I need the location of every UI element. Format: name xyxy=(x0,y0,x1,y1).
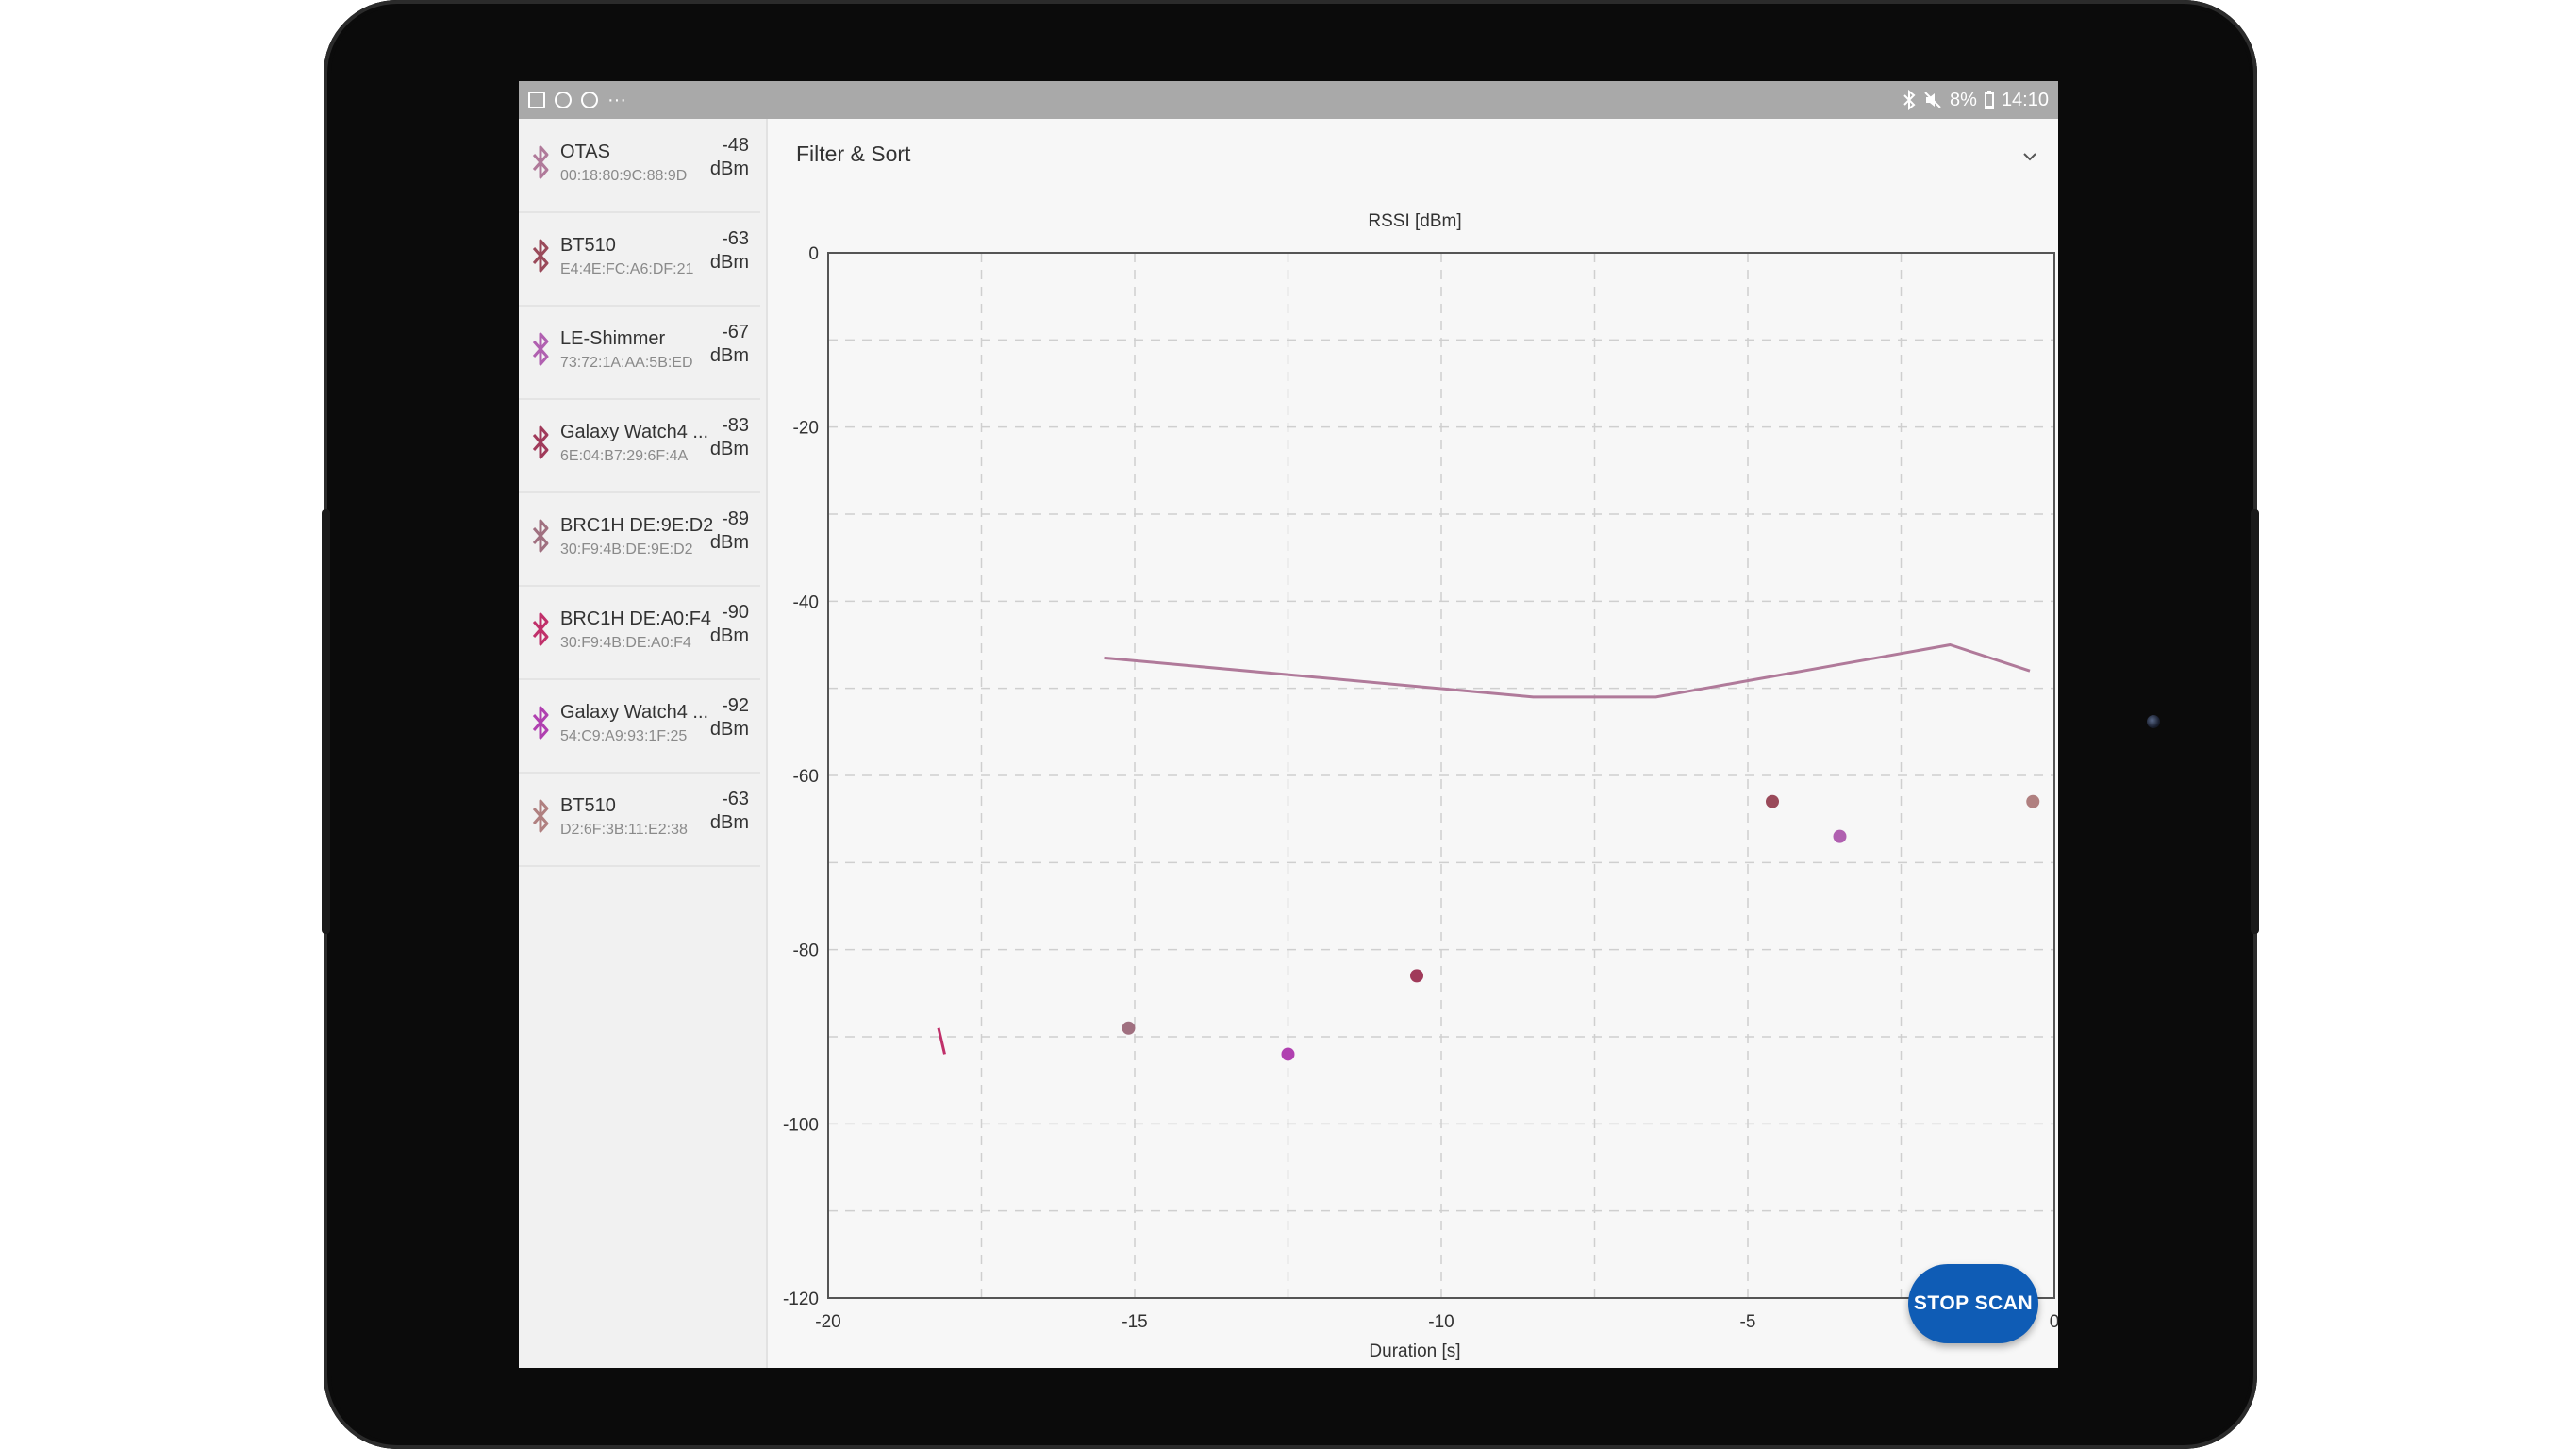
stop-scan-button[interactable]: STOP SCAN xyxy=(1908,1264,2038,1343)
y-tick-label: 0 xyxy=(808,244,819,264)
battery-icon xyxy=(1984,91,1994,109)
sync-icon xyxy=(555,92,572,108)
device-name: LE-Shimmer xyxy=(560,328,666,349)
app-screen: ··· 8% 14:10 OTAS 00:18:80:9C:88:9D -48 dBm… xyxy=(519,81,2058,1368)
rssi-value: -83 xyxy=(722,415,749,436)
rssi-unit: dBm xyxy=(709,625,749,646)
y-tick-label: -80 xyxy=(793,941,819,961)
device-list-item[interactable]: Galaxy Watch4 ... 6E:04:B7:29:6F:4A -83 dBm xyxy=(519,399,760,493)
more-notifications: ··· xyxy=(607,90,626,110)
device-list-item[interactable]: LE-Shimmer 73:72:1A:AA:5B:ED -67 dBm xyxy=(519,306,760,400)
camera-icon xyxy=(2147,715,2160,728)
device-mac: 30:F9:4B:DE:9E:D2 xyxy=(560,541,693,558)
device-list-item[interactable]: OTAS 00:18:80:9C:88:9D -48 dBm xyxy=(519,119,760,213)
bluetooth-device-icon xyxy=(532,332,549,366)
sync-icon-2 xyxy=(581,92,598,108)
bluetooth-device-icon xyxy=(532,239,549,273)
data-point xyxy=(1410,969,1423,983)
device-list-item[interactable]: BRC1H DE:9E:D2 30:F9:4B:DE:9E:D2 -89 dBm xyxy=(519,492,760,587)
device-rssi: -90 dBm xyxy=(710,601,749,648)
device-name: Galaxy Watch4 ... xyxy=(560,422,709,442)
x-tick-label: 0 xyxy=(2050,1312,2058,1332)
chart-title: RSSI [dBm] xyxy=(1368,211,1461,231)
device-list[interactable]: OTAS 00:18:80:9C:88:9D -48 dBm BT510 E4:4E:FC… xyxy=(519,119,768,1368)
data-point xyxy=(1122,1021,1136,1035)
rssi-value: -89 xyxy=(722,508,749,529)
chevron-down-icon[interactable] xyxy=(2022,149,2037,164)
device-rssi: -63 dBm xyxy=(710,227,749,275)
data-point xyxy=(1281,1047,1295,1061)
device-list-item[interactable]: Galaxy Watch4 ... 54:C9:A9:93:1F:25 -92 dBm xyxy=(519,679,760,774)
side-bezel-right xyxy=(2251,509,2259,934)
status-bar: ··· 8% 14:10 xyxy=(519,81,2058,119)
bluetooth-device-icon xyxy=(532,706,549,740)
series-line xyxy=(937,1027,946,1055)
rssi-value: -63 xyxy=(722,789,749,809)
rssi-chart: RSSI [dBm] Duration [s] 0 -20 -40 -60 -80 -10… xyxy=(783,211,2058,1361)
rssi-value: -90 xyxy=(722,602,749,623)
x-tick-label: -20 xyxy=(815,1312,840,1332)
rssi-unit: dBm xyxy=(709,439,749,459)
filter-sort-label[interactable]: Filter & Sort xyxy=(796,142,911,166)
x-tick-label: -5 xyxy=(1740,1312,1756,1332)
device-name: BT510 xyxy=(560,235,616,256)
y-tick-label: -100 xyxy=(783,1115,819,1135)
mute-icon xyxy=(1924,92,1941,108)
device-rssi: -92 dBm xyxy=(710,694,749,741)
device-rssi: -63 dBm xyxy=(710,788,749,835)
side-bezel-left xyxy=(322,509,330,934)
device-mac: 73:72:1A:AA:5B:ED xyxy=(560,355,693,371)
rssi-unit: dBm xyxy=(709,158,749,179)
device-rssi: -83 dBm xyxy=(710,414,749,461)
series-line xyxy=(1104,643,2031,699)
x-tick-label: -10 xyxy=(1428,1312,1454,1332)
main-panel: Filter & Sort RSSI [dBm] Duration [s] 0 -… xyxy=(768,119,2058,1368)
y-tick-label: -120 xyxy=(783,1290,819,1309)
device-mac: 00:18:80:9C:88:9D xyxy=(560,168,688,184)
data-point xyxy=(2026,794,2040,808)
rssi-value: -63 xyxy=(722,228,749,249)
device-name: OTAS xyxy=(560,142,610,162)
device-mac: D2:6F:3B:11:E2:38 xyxy=(560,822,688,838)
x-axis-label: Duration [s] xyxy=(1369,1341,1460,1361)
device-rssi: -89 dBm xyxy=(710,508,749,555)
y-tick-label: -40 xyxy=(793,592,819,612)
rssi-unit: dBm xyxy=(709,345,749,366)
device-list-item[interactable]: BT510 E4:4E:FC:A6:DF:21 -63 dBm xyxy=(519,212,760,307)
device-mac: E4:4E:FC:A6:DF:21 xyxy=(560,261,694,277)
device-list-item[interactable]: BRC1H DE:A0:F4 30:F9:4B:DE:A0:F4 -90 dBm xyxy=(519,586,760,680)
bluetooth-device-icon xyxy=(532,145,549,179)
rssi-value: -92 xyxy=(722,695,749,716)
device-name: BRC1H DE:9E:D2 xyxy=(560,515,714,536)
x-tick-label: -15 xyxy=(1122,1312,1147,1332)
device-mac: 30:F9:4B:DE:A0:F4 xyxy=(560,635,691,651)
bluetooth-icon xyxy=(1903,90,1916,110)
battery-percent: 8% xyxy=(1950,90,1977,110)
device-rssi: -67 dBm xyxy=(710,321,749,368)
rssi-unit: dBm xyxy=(709,812,749,833)
bluetooth-device-icon xyxy=(532,519,549,553)
device-name: Galaxy Watch4 ... xyxy=(560,702,709,723)
y-tick-label: -20 xyxy=(793,419,819,439)
gallery-icon xyxy=(528,92,545,108)
device-mac: 6E:04:B7:29:6F:4A xyxy=(560,448,689,464)
clock: 14:10 xyxy=(2001,90,2049,110)
device-list-item[interactable]: BT510 D2:6F:3B:11:E2:38 -63 dBm xyxy=(519,773,760,867)
device-name: BRC1H DE:A0:F4 xyxy=(560,608,712,629)
data-point xyxy=(1833,829,1847,843)
rssi-unit: dBm xyxy=(709,252,749,273)
rssi-unit: dBm xyxy=(709,719,749,740)
device-rssi: -48 dBm xyxy=(710,134,749,181)
bluetooth-device-icon xyxy=(532,425,549,459)
rssi-value: -67 xyxy=(722,322,749,342)
plot-frame xyxy=(827,252,2055,1299)
rssi-value: -48 xyxy=(722,135,749,156)
bluetooth-device-icon xyxy=(532,612,549,646)
y-tick-label: -60 xyxy=(793,767,819,787)
device-name: BT510 xyxy=(560,795,616,816)
bluetooth-device-icon xyxy=(532,799,549,833)
rssi-unit: dBm xyxy=(709,532,749,553)
data-point xyxy=(1766,794,1779,808)
device-mac: 54:C9:A9:93:1F:25 xyxy=(560,728,688,744)
